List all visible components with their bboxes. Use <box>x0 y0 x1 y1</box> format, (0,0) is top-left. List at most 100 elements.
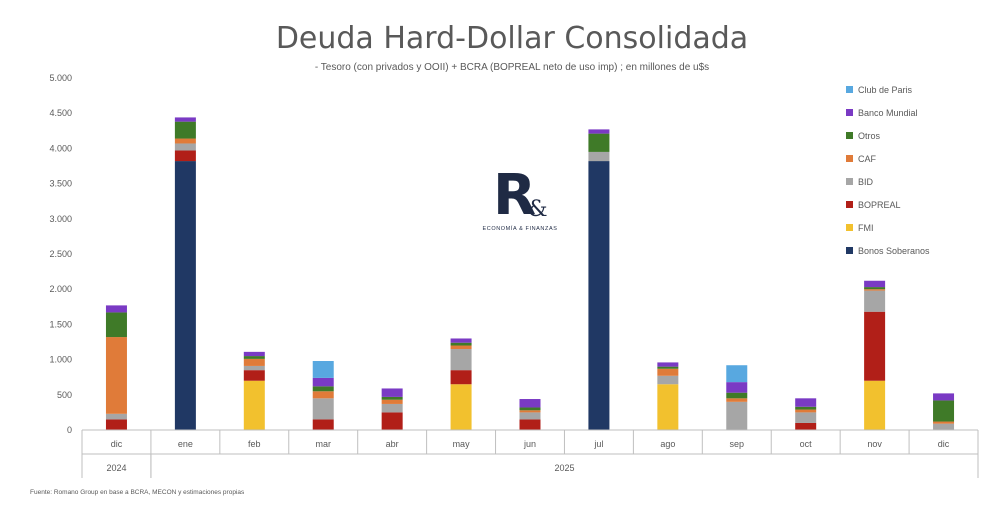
y-axis: 0 500 1.000 1.500 2.000 2.500 3.000 3.500 4.000 4… <box>49 73 72 435</box>
legend-swatch <box>846 86 853 93</box>
bar-segment <box>105 413 127 420</box>
y-tick-label: 1.000 <box>49 355 72 365</box>
bar-segment <box>864 290 886 312</box>
bar-segment <box>657 362 679 367</box>
bar-segment <box>864 289 886 291</box>
bar-segment <box>933 400 955 422</box>
legend-swatch <box>846 247 853 254</box>
bar-segment <box>381 412 403 430</box>
bar-segment <box>105 305 127 313</box>
bar-segment <box>588 129 610 134</box>
bar-segment <box>105 419 127 430</box>
bar-segment <box>519 412 541 420</box>
legend-swatch <box>846 224 853 231</box>
bar-segment <box>726 365 748 383</box>
bar-segment <box>519 399 541 408</box>
bar-segment <box>312 386 334 392</box>
y-tick-label: 2.500 <box>49 249 72 259</box>
y-tick-label: 3.000 <box>49 214 72 224</box>
bar-segment <box>657 375 679 385</box>
bar-segment <box>174 117 196 122</box>
legend-label: BID <box>858 177 874 187</box>
bar-segment <box>795 422 817 430</box>
bar-segment <box>864 287 886 290</box>
bar-segment <box>174 143 196 151</box>
bar-segment <box>864 311 886 381</box>
bar-segment <box>243 351 265 357</box>
bar-segment <box>174 161 196 430</box>
bar-segment <box>864 380 886 430</box>
x-tick-label: may <box>453 439 471 449</box>
legend-swatch <box>846 109 853 116</box>
x-tick-label: mar <box>315 439 331 449</box>
bar-segment <box>588 161 610 430</box>
bar-segment <box>450 342 472 346</box>
y-tick-label: 1.500 <box>49 319 72 329</box>
bar-segment <box>174 121 196 139</box>
bar-segment <box>864 280 886 288</box>
bar-segment <box>381 396 403 400</box>
legend-label: BOPREAL <box>858 200 901 210</box>
bar-segment <box>795 406 817 410</box>
bar-segment <box>174 138 196 144</box>
bar-segment <box>588 133 610 152</box>
bar-segment <box>795 412 817 423</box>
bar-segment <box>450 338 472 343</box>
bar-segment <box>795 398 817 407</box>
bar-segment <box>450 370 472 385</box>
bar-segment <box>726 398 748 402</box>
bar-segment <box>519 419 541 430</box>
bar-segment <box>243 356 265 359</box>
y-tick-label: 5.000 <box>49 73 72 83</box>
bar-segment <box>243 370 265 381</box>
bar-segment <box>105 337 127 414</box>
x-tick-label: dic <box>938 439 950 449</box>
bars <box>105 117 955 430</box>
x-tick-label: oct <box>800 439 813 449</box>
year-label: 2025 <box>554 463 574 473</box>
x-tick-label: abr <box>386 439 399 449</box>
bar-segment <box>312 419 334 430</box>
y-tick-label: 2.000 <box>49 284 72 294</box>
legend-swatch <box>846 155 853 162</box>
bar-segment <box>933 421 955 424</box>
bar-segment <box>105 312 127 338</box>
bar-segment <box>243 365 265 371</box>
bar-segment <box>726 392 748 399</box>
bar-segment <box>657 384 679 430</box>
bar-segment <box>243 380 265 430</box>
bar-segment <box>312 377 334 387</box>
bar-segment <box>795 409 817 413</box>
bar-segment <box>381 403 403 413</box>
legend-label: Bonos Soberanos <box>858 246 930 256</box>
bar-segment <box>450 345 472 350</box>
bar-segment <box>450 349 472 371</box>
bar-segment <box>933 393 955 401</box>
bar-segment <box>243 358 265 366</box>
bar-segment <box>657 368 679 376</box>
y-tick-label: 4.000 <box>49 143 72 153</box>
bar-segment <box>726 401 748 430</box>
y-tick-label: 3.500 <box>49 179 72 189</box>
chart-subtitle: - Tesoro (con privados y OOII) + BCRA (B… <box>315 62 709 73</box>
x-tick-label: jul <box>593 439 603 449</box>
x-tick-label: dic <box>111 439 123 449</box>
y-tick-label: 4.500 <box>49 108 72 118</box>
bar-segment <box>933 423 955 430</box>
legend-label: Club de Paris <box>858 85 913 95</box>
legend-swatch <box>846 201 853 208</box>
x-tick-label: ago <box>660 439 675 449</box>
bar-segment <box>381 388 403 397</box>
logo-letter: R <box>493 163 536 228</box>
source-note: Fuente: Romano Group en base a BCRA, MEC… <box>30 489 245 496</box>
legend-label: Otros <box>858 131 881 141</box>
x-tick-label: ene <box>178 439 193 449</box>
bar-segment <box>312 391 334 399</box>
x-tick-label: sep <box>730 439 745 449</box>
bar-segment <box>174 150 196 162</box>
legend-label: Banco Mundial <box>858 108 918 118</box>
logo-tagline: ECONOMÍA & FINANZAS <box>483 225 558 232</box>
bar-segment <box>726 382 748 393</box>
x-tick-label: nov <box>867 439 882 449</box>
